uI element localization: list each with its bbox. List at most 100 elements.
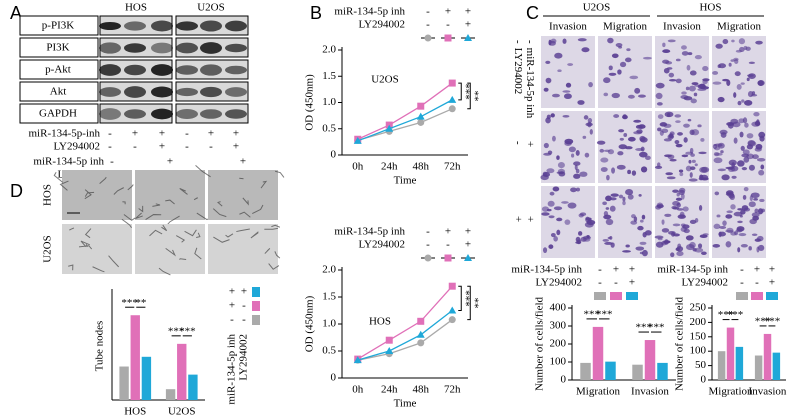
x-tick-label: 48h [413,161,430,173]
cell [712,81,722,85]
cell [747,74,754,77]
x-tick-label: 24h [381,384,398,396]
cell [556,217,563,222]
cell [668,72,675,78]
cell [575,149,580,156]
cell [753,111,760,117]
bar [141,356,152,400]
cell [637,225,644,231]
series-line [357,319,453,361]
cell [656,102,663,106]
legend-sign: - [598,277,602,289]
cell [731,175,737,179]
cell [585,122,593,127]
micrograph [135,224,205,274]
cell [599,148,605,153]
cell [583,237,591,242]
x-tick-label: 24h [381,161,398,173]
cell [543,152,552,156]
cell [613,114,620,118]
cell [749,195,753,202]
cell [733,137,738,144]
cell [689,219,697,225]
cell [717,96,725,103]
cell [740,82,745,85]
cell [634,87,641,94]
significance-label: *** [636,322,653,334]
cell [748,61,755,65]
point [448,95,457,103]
cell [757,208,764,215]
row-treatment: - [512,141,524,145]
cell [734,230,739,236]
cell [726,191,734,197]
bar [735,346,744,380]
cell [698,151,707,155]
x-tick-label: 72h [444,161,461,173]
bar [119,366,129,400]
cell [617,151,624,156]
point [464,34,472,41]
cell [608,65,613,71]
cell [736,226,745,232]
cell [655,82,665,89]
cell [688,159,692,164]
significance-label: *** [584,308,601,320]
cell-line-label: HOS [699,2,721,14]
cell [688,85,696,92]
treatment-sign: + [167,156,173,168]
cell [674,139,680,145]
cell [741,99,745,103]
point [385,347,394,354]
blot-band [99,21,121,31]
cell [545,60,551,64]
cell [685,165,692,172]
cell [625,189,634,196]
treatment-sign: - [512,40,524,44]
bar [177,343,187,400]
cell [541,212,550,216]
cell [546,114,551,120]
cell [757,244,765,251]
cell [615,43,623,48]
y-tick-label: 200 [550,338,567,350]
x-tick-label: 0h [352,161,364,173]
cell [657,237,663,241]
cell [573,173,581,179]
cell [578,231,583,236]
cell [751,212,760,218]
point [424,34,432,42]
cell [609,205,616,212]
legend-sign: - [230,314,234,326]
cell [754,120,761,127]
legend-swatch [610,292,622,300]
treatment-sign: - [133,141,137,153]
cell [552,186,560,192]
y-tick-label: 1.5 [322,291,336,303]
legend-swatch [736,292,748,300]
cell [687,118,692,122]
legend-sign: + [465,19,471,31]
legend-swatch [594,292,606,300]
cell [681,154,689,158]
blot-band [225,20,247,32]
x-tick-label: HOS [124,406,146,416]
legend-sign: + [613,264,619,276]
cell [662,49,671,54]
cell [577,38,587,42]
blot-band [124,43,146,53]
x-tick-label: Migration [576,386,620,398]
cell [542,247,548,254]
point [353,356,362,364]
cell [550,232,556,238]
cell [714,191,720,196]
blot-band [225,65,247,75]
protein-label: p-Akt [45,64,71,76]
cell [756,157,766,162]
cell [718,63,727,69]
cell [689,70,697,76]
blot-band [176,21,198,31]
significance-label: *** [596,308,613,320]
cell [672,233,680,237]
treatment-sign: - [209,141,213,153]
